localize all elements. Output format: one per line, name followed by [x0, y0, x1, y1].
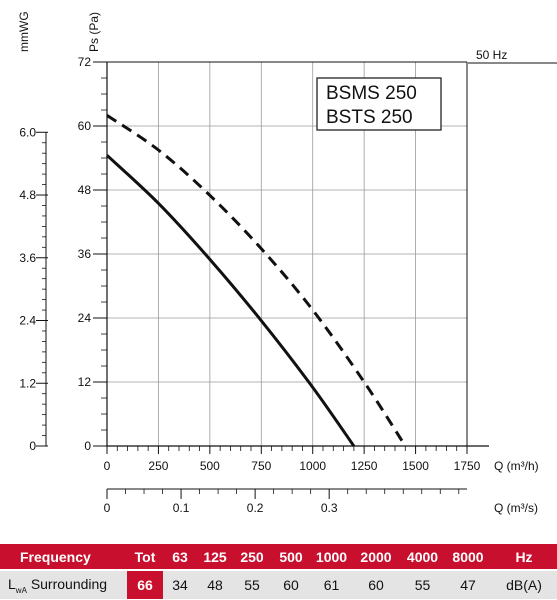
y2-tick-label: 2.4	[19, 314, 36, 328]
x2-tick-label: 0.2	[247, 501, 264, 515]
x-tick-label: 0	[104, 459, 111, 473]
y2-tick-label: 3.6	[19, 251, 36, 265]
x-axis-label: Q (m³/h)	[494, 459, 539, 473]
x-tick-label: 1500	[402, 459, 429, 473]
value-cell: 48	[197, 569, 233, 599]
value-cell-unit: dB(A)	[491, 569, 557, 599]
y2-tick-label: 4.8	[19, 188, 36, 202]
value-cell-total: 66	[127, 569, 163, 599]
x-tick-label: 1000	[299, 459, 326, 473]
y-tick-label: 36	[78, 247, 92, 261]
value-cell: 60	[352, 569, 400, 599]
header-cell: 63	[163, 544, 197, 570]
header-cell: 4000	[400, 544, 445, 570]
value-cell: 61	[311, 569, 352, 599]
y-tick-label: 60	[78, 119, 92, 133]
frequency-label: 50 Hz	[476, 48, 507, 62]
y-tick-label: 12	[78, 375, 92, 389]
header-cell: Frequency	[0, 544, 127, 570]
model-label-box	[316, 77, 442, 131]
y-axis-label: Ps (Pa)	[87, 12, 101, 52]
model-label-2: BSTS 250	[326, 107, 413, 128]
row-label-sub: wA	[15, 585, 27, 595]
labels: Ps (Pa) mmWG Q (m³/h) Q (m³/s) 50 Hz BSM…	[17, 11, 557, 515]
row-label-main: L	[8, 575, 16, 592]
y2-axis-label: mmWG	[17, 11, 31, 52]
y2-tick-label: 0	[29, 439, 36, 453]
x2-tick-label: 0	[104, 501, 111, 515]
table-header-row: Frequency Tot 63 125 250 500 1000 2000 4…	[0, 544, 557, 570]
x2-tick-label: 0.3	[321, 501, 338, 515]
fan-curve-chart: 0 12 24 36 48 60 72 0 250 500 750 1000 1250 1500 1750 0…	[17, 11, 557, 515]
header-cell: 500	[271, 544, 311, 570]
axes: 0 12 24 36 48 60 72 0 250 500 750 1000 1250 1500 1750 0…	[19, 55, 489, 515]
value-cell: 47	[445, 569, 491, 599]
header-cell: 2000	[352, 544, 400, 570]
value-cell: 55	[233, 569, 271, 599]
y-tick-label: 48	[78, 183, 92, 197]
curves	[105, 114, 407, 447]
y-tick-label: 72	[78, 55, 92, 69]
x-tick-label: 750	[251, 459, 271, 473]
model-label-1: BSMS 250	[326, 83, 417, 104]
header-cell: 250	[233, 544, 271, 570]
y2-tick-label: 6.0	[19, 125, 36, 139]
header-cell: 1000	[311, 544, 352, 570]
header-cell: 125	[197, 544, 233, 570]
x-tick-label: 1250	[351, 459, 378, 473]
value-cell: 34	[163, 569, 197, 599]
table-row: LwA Surrounding 66 34 48 55 60 61 60 55 …	[0, 569, 557, 599]
row-label: LwA Surrounding	[0, 569, 127, 599]
header-cell: Tot	[127, 544, 163, 570]
value-cell: 55	[400, 569, 445, 599]
value-cell: 60	[271, 569, 311, 599]
y-tick-label: 0	[84, 439, 91, 453]
y2-tick-label: 1.2	[19, 376, 36, 390]
header-cell: 8000	[445, 544, 491, 570]
y-tick-label: 24	[78, 311, 92, 325]
row-label-rest: Surrounding	[30, 575, 108, 592]
x-tick-label: 500	[200, 459, 220, 473]
x2-axis-label: Q (m³/s)	[494, 501, 538, 515]
curve-solid	[105, 154, 356, 447]
x-tick-label: 250	[148, 459, 168, 473]
x-tick-label: 1750	[454, 459, 481, 473]
curve-dashed	[106, 114, 407, 447]
x2-tick-label: 0.1	[173, 501, 190, 515]
sound-power-table: Frequency Tot 63 125 250 500 1000 2000 4…	[0, 544, 557, 599]
header-cell: Hz	[491, 544, 557, 570]
